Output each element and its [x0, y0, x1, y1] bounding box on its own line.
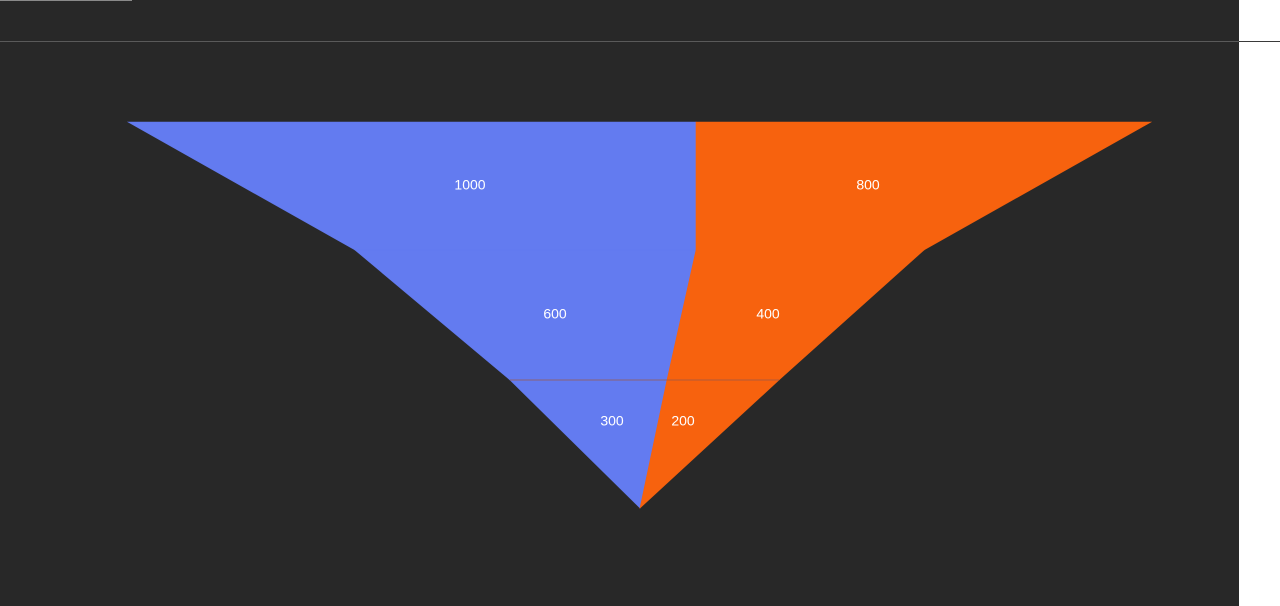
right-value-label-2: 400 — [756, 306, 780, 322]
right-series-segments — [639, 121, 1153, 509]
right-segment-2 — [666, 249, 925, 381]
right-segment-1 — [695, 121, 1153, 251]
left-value-label-3: 300 — [600, 413, 624, 429]
left-value-label-1: 1000 — [454, 177, 485, 193]
left-segment-3 — [509, 379, 668, 509]
left-value-label-2: 600 — [543, 306, 567, 322]
left-segment-1 — [126, 121, 697, 251]
funnel-chart: 1000 600 300 800 400 200 — [126, 121, 1153, 509]
left-series-segments — [126, 121, 697, 509]
left-segment-2 — [354, 249, 697, 381]
chart-panel: 1000 600 300 800 400 200 — [0, 0, 1239, 606]
value-labels: 1000 600 300 800 400 200 — [454, 177, 879, 429]
tab-underline — [0, 0, 132, 1]
right-value-label-3: 200 — [671, 413, 695, 429]
header-divider — [0, 41, 1239, 42]
right-value-label-1: 800 — [856, 177, 880, 193]
outer-divider — [1239, 41, 1280, 42]
